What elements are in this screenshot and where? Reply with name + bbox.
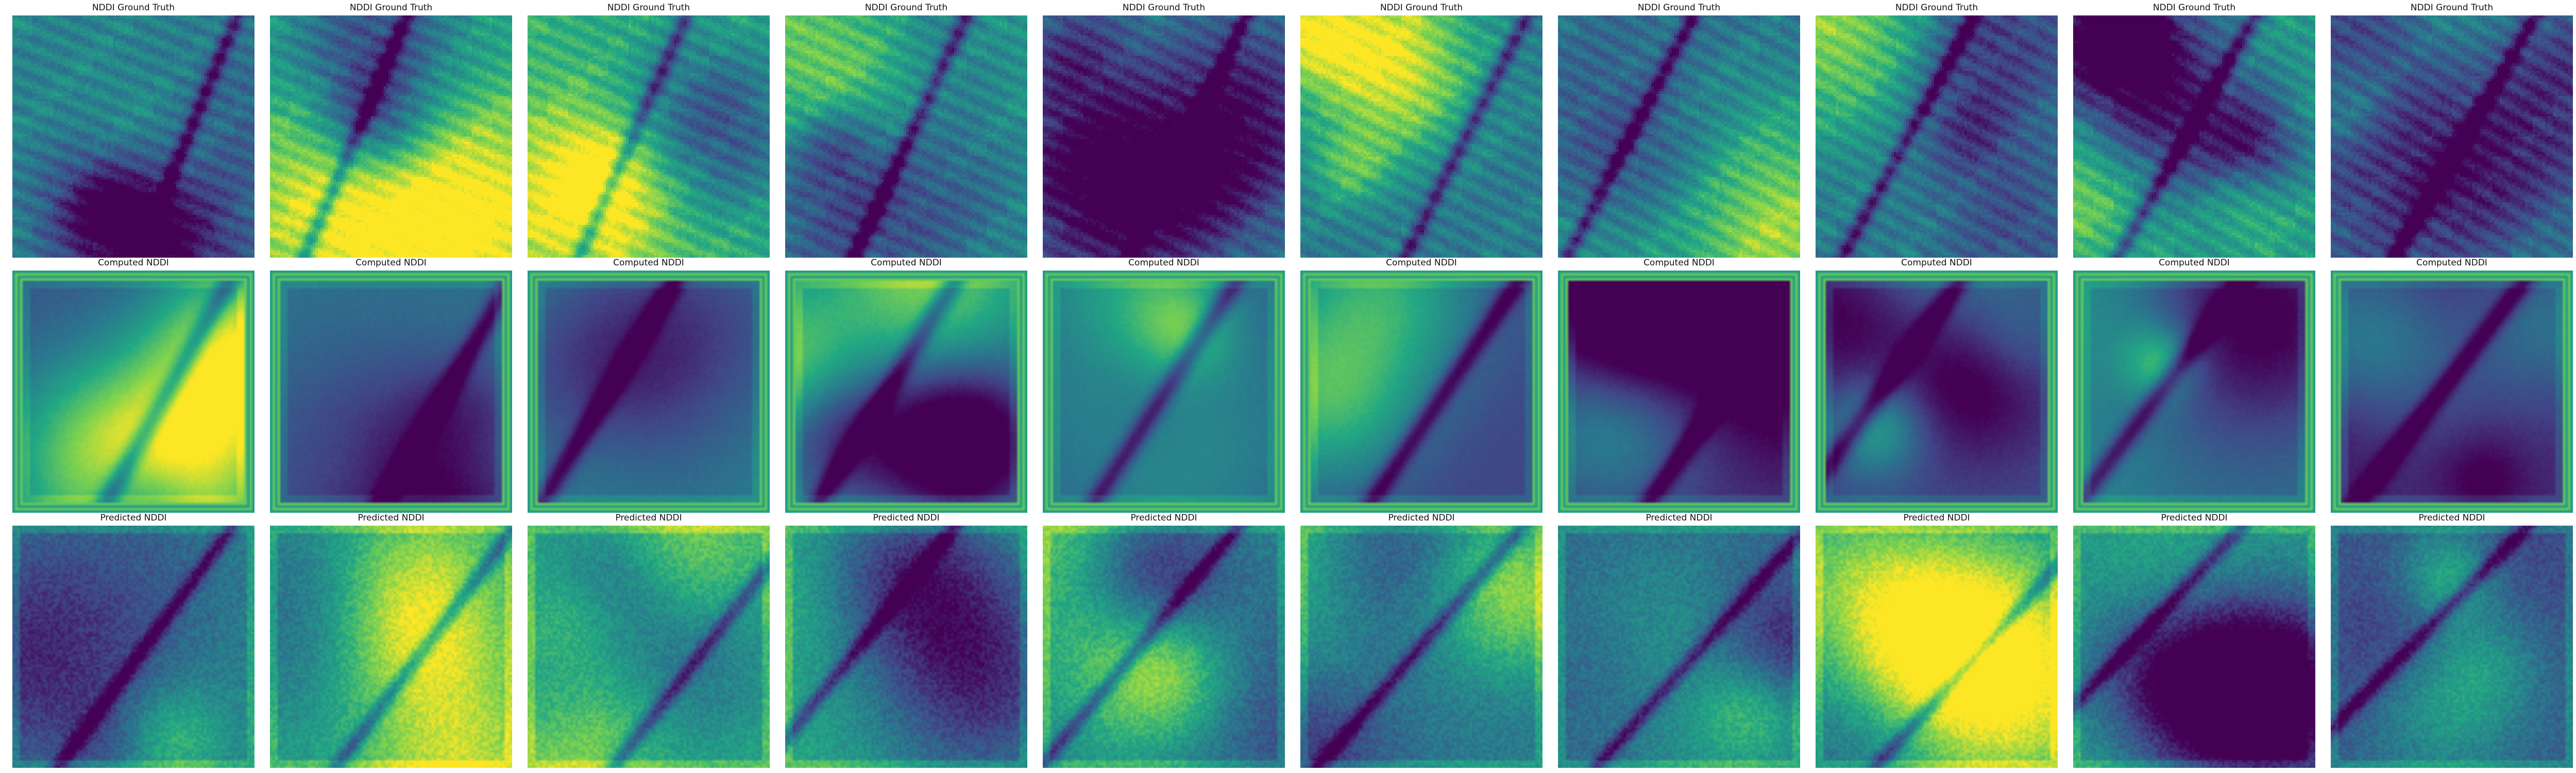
panel-title: NDDI Ground Truth [1380,3,1463,13]
panel-title: NDDI Ground Truth [92,3,175,13]
figure-panel: Predicted NDDI [528,511,770,768]
panel-title: Predicted NDDI [1130,513,1197,523]
figure-panel: NDDI Ground Truth [1558,1,1800,258]
panel-title: NDDI Ground Truth [349,3,433,13]
figure-panel: Predicted NDDI [2073,511,2315,768]
figure-panel: Predicted NDDI [1300,511,1543,768]
ndvi-heatmap-image [1558,15,1800,258]
ndvi-heatmap-image [1043,271,1285,513]
figure-panel: NDDI Ground Truth [12,1,255,258]
ndvi-heatmap-image [1558,271,1800,513]
figure-panel: NDDI Ground Truth [1816,1,2058,258]
ndvi-heatmap-image [2331,271,2573,513]
figure-panel: Computed NDDI [2073,256,2315,513]
panel-title: Predicted NDDI [873,513,940,523]
figure-panel: Computed NDDI [1043,256,1285,513]
ndvi-heatmap-image [12,271,255,513]
panel-title: Computed NDDI [871,258,942,268]
panel-title: NDDI Ground Truth [2153,3,2236,13]
ndvi-heatmap-image [270,526,512,768]
figure-panel: NDDI Ground Truth [785,1,1027,258]
panel-title: Computed NDDI [1901,258,1972,268]
ndvi-heatmap-image [1300,15,1543,258]
figure-panel: Predicted NDDI [270,511,512,768]
ndvi-heatmap-image [270,15,512,258]
ndvi-heatmap-image [12,526,255,768]
ndvi-heatmap-image [785,271,1027,513]
ndvi-heatmap-image [528,15,770,258]
panel-title: Computed NDDI [2159,258,2230,268]
ndvi-heatmap-image [1043,15,1285,258]
ndvi-heatmap-image [270,271,512,513]
figure-panel: NDDI Ground Truth [1043,1,1285,258]
ndvi-heatmap-image [785,15,1027,258]
panel-title: NDDI Ground Truth [1637,3,1721,13]
panel-title: Computed NDDI [613,258,684,268]
ndvi-heatmap-image [785,526,1027,768]
figure-panel: Computed NDDI [2331,256,2573,513]
panel-title: Predicted NDDI [1646,513,1713,523]
ndvi-heatmap-image [1043,526,1285,768]
ndvi-heatmap-image [2073,15,2315,258]
panel-title: NDDI Ground Truth [865,3,948,13]
ndvi-heatmap-image [1300,526,1543,768]
panel-title: NDDI Ground Truth [1895,3,1978,13]
panel-title: Computed NDDI [98,258,169,268]
ndvi-heatmap-image [2073,526,2315,768]
panel-title: Computed NDDI [1128,258,1199,268]
ndvi-heatmap-image [1816,271,2058,513]
figure-panel: Predicted NDDI [2331,511,2573,768]
ndvi-heatmap-image [1816,526,2058,768]
panel-title: Predicted NDDI [358,513,425,523]
figure-panel: Computed NDDI [1816,256,2058,513]
figure-panel: NDDI Ground Truth [2073,1,2315,258]
figure-panel: NDDI Ground Truth [2331,1,2573,258]
ndvi-heatmap-image [2073,271,2315,513]
panel-title: NDDI Ground Truth [1122,3,1206,13]
figure-panel: Computed NDDI [1558,256,1800,513]
panel-title: Predicted NDDI [615,513,682,523]
figure-panel: Predicted NDDI [1816,511,2058,768]
panel-title: Computed NDDI [2416,258,2487,268]
ndvi-heatmap-image [2331,15,2573,258]
panel-title: Computed NDDI [1643,258,1715,268]
panel-title: Predicted NDDI [100,513,167,523]
ndvi-heatmap-image [528,271,770,513]
figure-panel: Predicted NDDI [12,511,255,768]
figure-panel: NDDI Ground Truth [1300,1,1543,258]
figure-panel: NDDI Ground Truth [528,1,770,258]
figure-panel: Computed NDDI [270,256,512,513]
ndvi-heatmap-image [12,15,255,258]
panel-title: Computed NDDI [1386,258,1457,268]
figure-panel: NDDI Ground Truth [270,1,512,258]
figure-panel: Predicted NDDI [1558,511,1800,768]
figure-panel: Computed NDDI [1300,256,1543,513]
figure-panel: Predicted NDDI [785,511,1027,768]
ndvi-heatmap-image [1300,271,1543,513]
ndvi-heatmap-image [2331,526,2573,768]
figure-panel: Predicted NDDI [1043,511,1285,768]
figure-panel: Computed NDDI [785,256,1027,513]
panel-title: Predicted NDDI [2418,513,2485,523]
figure-panel: Computed NDDI [528,256,770,513]
ndvi-heatmap-image [528,526,770,768]
ndvi-heatmap-image [1816,15,2058,258]
figure-panel: Computed NDDI [12,256,255,513]
ndvi-heatmap-image [1558,526,1800,768]
panel-title: Predicted NDDI [2161,513,2228,523]
panel-title: Computed NDDI [355,258,427,268]
panel-title: Predicted NDDI [1388,513,1455,523]
panel-title: NDDI Ground Truth [607,3,690,13]
panel-title: Predicted NDDI [1903,513,1970,523]
panel-title: NDDI Ground Truth [2410,3,2494,13]
